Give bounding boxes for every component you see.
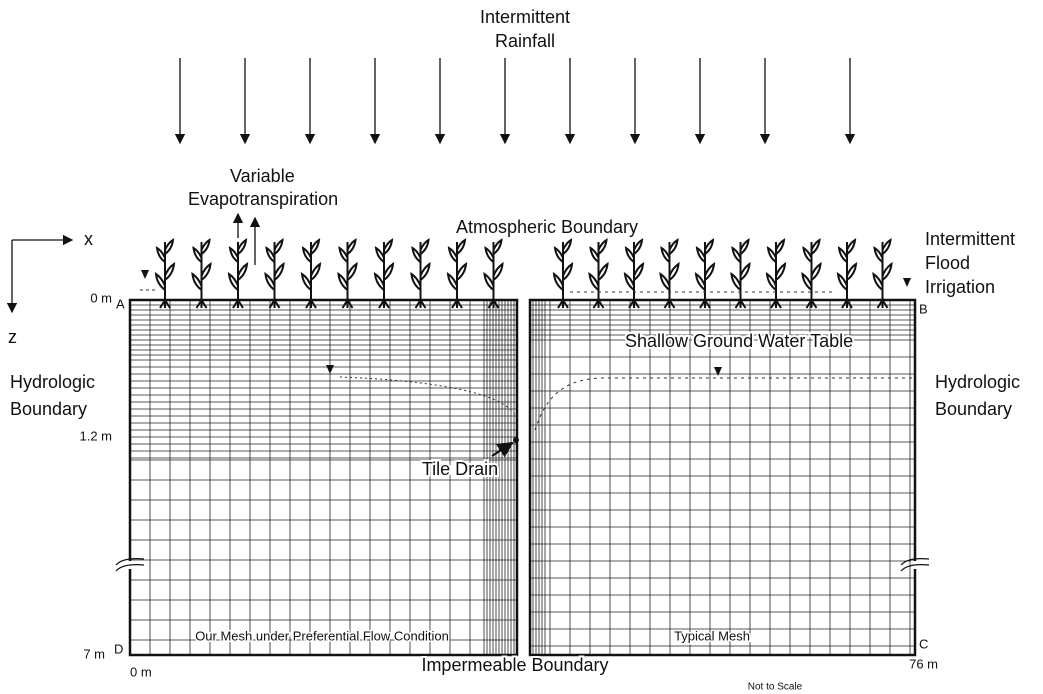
plant xyxy=(801,238,822,309)
plant xyxy=(446,238,468,309)
plant xyxy=(765,238,787,309)
flood-irrigation-label: Intermittent xyxy=(925,229,1015,249)
water-level-marker xyxy=(903,278,911,287)
corner-label: B xyxy=(919,301,928,316)
plant xyxy=(552,238,574,309)
hydrologic-boundary-label: Hydrologic xyxy=(10,372,95,392)
depth-label: 0 m xyxy=(90,290,112,305)
plant xyxy=(659,238,680,309)
plant xyxy=(694,238,716,309)
plant xyxy=(227,238,249,309)
plant xyxy=(588,238,609,309)
mesh xyxy=(128,298,917,657)
plant xyxy=(730,238,751,309)
water-level-marker xyxy=(326,365,334,374)
not-to-scale-label: Not to Scale xyxy=(748,682,803,693)
flood-irrigation-label: Irrigation xyxy=(925,277,995,297)
plant xyxy=(154,238,176,309)
evapotranspiration-label: Variable xyxy=(230,166,295,186)
hydrologic-boundary-label: Boundary xyxy=(10,399,87,419)
plant xyxy=(623,238,645,309)
plant xyxy=(191,238,212,309)
flood-irrigation-label: Flood xyxy=(925,253,970,273)
plant xyxy=(836,238,858,309)
water-table-line xyxy=(339,376,516,416)
water-level-marker xyxy=(714,367,722,376)
water-table-label: Shallow Ground Water Table xyxy=(625,331,853,351)
width-label: 76 m xyxy=(909,656,938,671)
plant xyxy=(872,238,893,309)
axis-label: x xyxy=(84,229,93,249)
atmospheric-boundary-label: Atmospheric Boundary xyxy=(456,217,638,237)
hydrologic-boundary-label: Hydrologic xyxy=(935,372,1020,392)
corner-label: D xyxy=(114,641,123,656)
mesh-label: Typical Mesh xyxy=(674,628,750,643)
width-label: 0 m xyxy=(130,664,152,679)
mesh-border xyxy=(128,298,519,657)
evapotranspiration-label: Evapotranspiration xyxy=(188,189,338,209)
tile-drain-arrow xyxy=(491,441,514,458)
corner-label: A xyxy=(116,296,125,311)
tile-drain xyxy=(513,437,519,443)
plant xyxy=(300,238,322,309)
hydrologic-boundary-label: Boundary xyxy=(935,399,1012,419)
mesh-border xyxy=(528,298,917,657)
decoration xyxy=(6,58,930,572)
rainfall-label: Intermittent xyxy=(480,7,570,27)
mesh-label: Our Mesh under Preferential Flow Conditi… xyxy=(195,628,449,643)
tile-drain-label: Tile Drain xyxy=(422,459,498,479)
corner-label: C xyxy=(919,636,928,651)
depth-label: 1.2 m xyxy=(79,428,112,443)
break-mark xyxy=(900,558,930,572)
impermeable-boundary-label: Impermeable Boundary xyxy=(421,655,608,675)
plant xyxy=(373,238,395,309)
axis-label: z xyxy=(8,327,17,347)
break-mark xyxy=(115,558,145,572)
plant xyxy=(483,238,504,309)
plant xyxy=(337,238,358,309)
plant xyxy=(410,238,431,309)
water-level-marker xyxy=(141,270,149,279)
water-table-line xyxy=(534,377,915,431)
rainfall-label: Rainfall xyxy=(495,31,555,51)
plant xyxy=(264,238,285,309)
depth-label: 7 m xyxy=(83,646,105,661)
